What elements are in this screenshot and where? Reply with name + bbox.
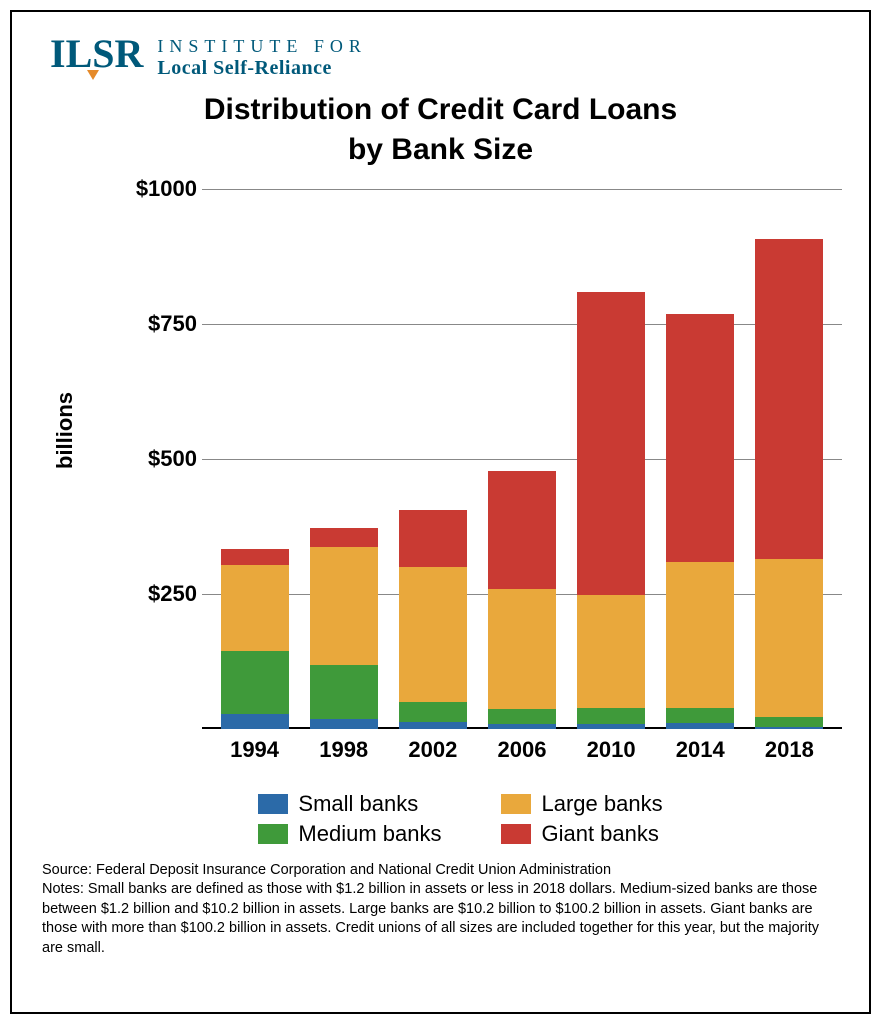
bar-segment-medium <box>666 708 734 723</box>
logo-mark: ILSR <box>50 34 143 74</box>
y-axis-label: billions <box>52 392 78 469</box>
bar-segment-giant <box>666 314 734 562</box>
chart-frame: ILSR INSTITUTE FOR Local Self-Reliance D… <box>10 10 871 1014</box>
x-tick-label: 2006 <box>488 737 556 763</box>
x-tick-label: 1994 <box>221 737 289 763</box>
bar-2018 <box>755 239 823 728</box>
plot: $250$500$750$1000 1994199820022006201020… <box>122 189 842 749</box>
legend-label: Giant banks <box>541 821 658 847</box>
bar-segment-large <box>488 589 556 709</box>
legend-item-medium: Medium banks <box>258 821 441 847</box>
logo: ILSR INSTITUTE FOR Local Self-Reliance <box>50 34 839 80</box>
chart-title: Distribution of Credit Card Loans by Ban… <box>42 90 839 171</box>
logo-line1: INSTITUTE FOR <box>157 36 367 57</box>
legend-swatch-icon <box>501 824 531 844</box>
bar-segment-medium <box>488 709 556 724</box>
bar-segment-small <box>221 714 289 729</box>
y-tick-label: $750 <box>122 311 197 337</box>
x-labels: 1994 1998 2002 2006 2010 2014 2018 <box>202 737 842 763</box>
legend-swatch-icon <box>501 794 531 814</box>
bar-segment-large <box>666 562 734 708</box>
bar-2002 <box>399 510 467 729</box>
legend-swatch-icon <box>258 824 288 844</box>
chart-title-line2: by Bank Size <box>42 130 839 171</box>
bar-segment-giant <box>488 471 556 590</box>
bar-segment-medium <box>221 651 289 713</box>
bar-segment-small <box>577 724 645 728</box>
bar-2006 <box>488 471 556 729</box>
legend-item-large: Large banks <box>501 791 662 817</box>
bar-segment-medium <box>399 702 467 723</box>
bar-2010 <box>577 292 645 728</box>
legend-item-small: Small banks <box>258 791 441 817</box>
footer-notes: Source: Federal Deposit Insurance Corpor… <box>42 861 839 959</box>
source-line: Source: Federal Deposit Insurance Corpor… <box>42 861 839 881</box>
x-tick-label: 2018 <box>755 737 823 763</box>
legend-label: Medium banks <box>298 821 441 847</box>
legend-swatch-icon <box>258 794 288 814</box>
bar-segment-large <box>577 595 645 708</box>
bars-container <box>202 189 842 729</box>
legend-label: Large banks <box>541 791 662 817</box>
bar-segment-large <box>310 547 378 665</box>
bar-segment-small <box>399 722 467 728</box>
legend: Small banks Large banks Medium banks Giant … <box>258 791 662 847</box>
notes-line: Notes: Small banks are defined as those … <box>42 880 839 958</box>
legend-label: Small banks <box>298 791 418 817</box>
y-tick-label: $500 <box>122 446 197 472</box>
bar-segment-giant <box>577 292 645 594</box>
bar-2014 <box>666 314 734 729</box>
bar-segment-medium <box>577 708 645 724</box>
bar-segment-large <box>221 565 289 651</box>
logo-line2: Local Self-Reliance <box>157 57 367 80</box>
chart-area: billions $250$500$750$1000 1994199820022… <box>82 189 839 847</box>
logo-triangle-icon <box>87 70 99 80</box>
y-tick-label: $250 <box>122 581 197 607</box>
bar-segment-small <box>488 724 556 728</box>
bar-segment-medium <box>310 665 378 719</box>
bar-segment-small <box>310 719 378 729</box>
bar-1994 <box>221 549 289 729</box>
bar-segment-giant <box>399 510 467 567</box>
bar-segment-small <box>755 727 823 729</box>
x-tick-label: 1998 <box>310 737 378 763</box>
bar-segment-large <box>399 567 467 702</box>
x-tick-label: 2014 <box>666 737 734 763</box>
x-tick-label: 2002 <box>399 737 467 763</box>
chart-title-line1: Distribution of Credit Card Loans <box>42 90 839 131</box>
bar-segment-giant <box>221 549 289 565</box>
logo-text: INSTITUTE FOR Local Self-Reliance <box>157 34 367 80</box>
bar-1998 <box>310 528 378 728</box>
bar-segment-large <box>755 559 823 717</box>
y-tick-label: $1000 <box>122 176 197 202</box>
bar-segment-medium <box>755 717 823 727</box>
legend-item-giant: Giant banks <box>501 821 662 847</box>
bar-segment-small <box>666 723 734 728</box>
bar-segment-giant <box>310 528 378 547</box>
x-tick-label: 2010 <box>577 737 645 763</box>
bar-segment-giant <box>755 239 823 559</box>
